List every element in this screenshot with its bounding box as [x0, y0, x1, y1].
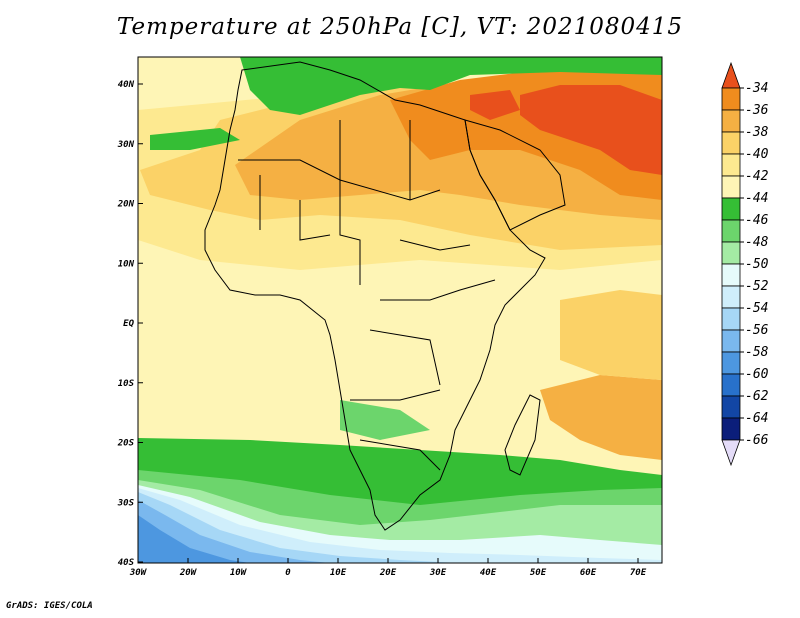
colorbar-segment [721, 351, 741, 375]
colorbar-segment [721, 131, 741, 155]
colorbar-label: -64 [745, 411, 768, 426]
colorbar-segment [721, 241, 741, 265]
colorbar-label: -66 [745, 433, 769, 448]
colorbar-segment [721, 219, 741, 243]
axis-ticks: 30W 20W 10W 0 10E 20E 30E 40E 50E 60E 70E 40N 30N 20N… [117, 80, 647, 578]
colorbar: -34 -36 -38 -40 -42 -44 -46 -48 -50 -52 -54 -56 -58 -… [721, 61, 769, 467]
y-tick-label: 20N [117, 200, 135, 210]
temperature-field [138, 57, 662, 563]
colorbar-segment [721, 263, 741, 287]
colorbar-segment [721, 417, 741, 441]
colorbar-label: -42 [745, 169, 769, 184]
colorbar-label: -60 [745, 367, 769, 382]
y-tick-label: EQ [123, 319, 134, 329]
colorbar-label: -54 [745, 301, 768, 316]
x-tick-label: 20W [179, 568, 198, 578]
colorbar-segment [721, 329, 741, 353]
colorbar-label: -46 [745, 213, 769, 228]
x-tick-label: 40E [480, 568, 497, 578]
coastlines-and-borders [204, 61, 566, 531]
plot-frame [137, 56, 663, 564]
colorbar-segment [721, 175, 741, 199]
y-tick-label: 30S [117, 498, 135, 508]
colorbar-segment [721, 373, 741, 397]
y-tick-label: 40N [118, 80, 135, 90]
colorbar-segment [721, 109, 741, 133]
colorbar-segment [721, 395, 741, 419]
colorbar-label: -62 [745, 389, 769, 404]
x-tick-label: 0 [285, 568, 291, 578]
colorbar-label: -34 [745, 81, 768, 96]
colorbar-segment [721, 197, 741, 221]
x-tick-label: 30E [429, 568, 447, 578]
y-tick-label: 20S [117, 439, 135, 449]
colorbar-label: -52 [745, 279, 769, 294]
y-tick-label: 10N [118, 259, 135, 269]
y-tick-label: 30N [117, 140, 135, 150]
x-tick-label: 10E [330, 568, 347, 578]
colorbar-segment [721, 307, 741, 331]
colorbar-segment [721, 87, 741, 111]
colorbar-label: -40 [745, 147, 769, 162]
colorbar-label: -36 [745, 103, 769, 118]
x-tick-label: 30W [129, 568, 148, 578]
x-tick-label: 70E [630, 568, 647, 578]
colorbar-top-arrow [721, 61, 741, 89]
colorbar-segment [721, 153, 741, 177]
colorbar-label: -56 [745, 323, 769, 338]
colorbar-bottom-arrow [721, 439, 741, 467]
x-tick-label: 10W [230, 568, 248, 578]
y-tick-label: 10S [118, 379, 135, 389]
colorbar-segment [721, 285, 741, 309]
x-tick-label: 20E [379, 568, 397, 578]
x-tick-label: 50E [530, 568, 547, 578]
colorbar-label: -58 [745, 345, 769, 360]
colorbar-label: -50 [745, 257, 769, 272]
chart-title: Temperature at 250hPa [C], VT: 202108041… [116, 14, 684, 40]
y-tick-label: 40S [118, 558, 135, 568]
colorbar-label: -38 [745, 125, 769, 140]
colorbar-label: -48 [745, 235, 769, 250]
colorbar-label: -44 [745, 191, 768, 206]
footer-credit: GrADS: IGES/COLA [6, 601, 93, 611]
x-tick-label: 60E [580, 568, 597, 578]
